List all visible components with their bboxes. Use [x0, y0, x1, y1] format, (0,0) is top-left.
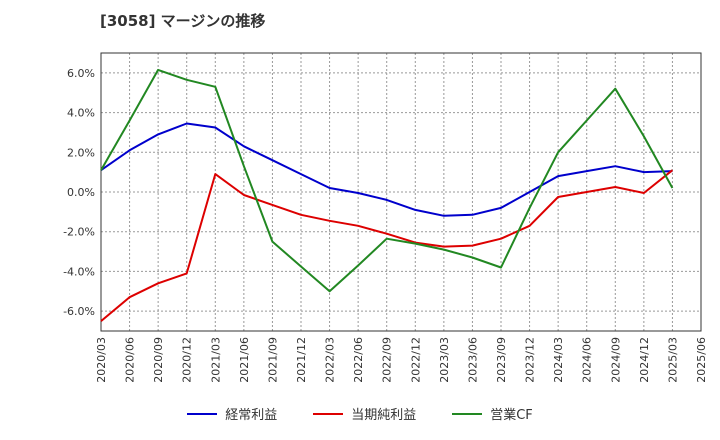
legend-swatch-operating-cf	[452, 412, 483, 415]
x-tick-label: 2023/12	[524, 337, 537, 383]
legend-label-net-profit: 当期純利益	[351, 408, 417, 423]
x-tick-label: 2025/03	[666, 337, 679, 383]
plot-frame	[100, 52, 702, 332]
legend-swatch-net-profit	[313, 412, 344, 415]
y-tick-label: 4.0%	[67, 107, 95, 120]
x-tick-label: 2023/03	[438, 337, 451, 383]
x-tick-label: 2020/12	[181, 337, 194, 383]
y-tick-label: 6.0%	[67, 67, 95, 80]
legend-label-operating-cf: 営業CF	[490, 408, 533, 423]
x-tick-label: 2021/09	[266, 337, 279, 383]
x-tick-label: 2021/06	[238, 337, 251, 383]
legend-item-ordinary-profit: 経常利益	[187, 404, 277, 423]
x-tick-label: 2023/06	[466, 337, 479, 383]
x-tick-label: 2024/12	[638, 337, 651, 383]
y-tick-label: -6.0%	[63, 305, 95, 318]
x-tick-label: 2022/03	[324, 337, 337, 383]
legend-item-operating-cf: 営業CF	[452, 404, 533, 423]
x-tick-label: 2021/03	[209, 337, 222, 383]
legend-swatch-ordinary-profit	[187, 412, 218, 415]
x-tick-label: 2020/03	[95, 337, 108, 383]
series-line-0	[100, 122, 673, 217]
x-tick-label: 2023/09	[495, 337, 508, 383]
x-tick-label: 2022/09	[381, 337, 394, 383]
x-tick-label: 2022/12	[409, 337, 422, 383]
x-tick-label: 2022/06	[352, 337, 365, 383]
x-tick-label: 2024/03	[552, 337, 565, 383]
chart-legend: 経常利益 当期純利益 営業CF	[0, 404, 720, 423]
x-tick-label: 2021/12	[295, 337, 308, 383]
x-tick-label: 2020/09	[152, 337, 165, 383]
x-tick-label: 2024/09	[609, 337, 622, 383]
y-tick-label: -2.0%	[63, 226, 95, 239]
x-tick-label: 2020/06	[124, 337, 137, 383]
series-line-2	[100, 68, 674, 293]
y-tick-label: -4.0%	[63, 265, 95, 278]
x-tick-label: 2024/06	[581, 337, 594, 383]
legend-label-ordinary-profit: 経常利益	[225, 408, 278, 423]
y-tick-label: 0.0%	[67, 186, 95, 199]
chart-title: [3058] マージンの推移	[100, 12, 266, 30]
x-tick-label: 2025/06	[695, 337, 708, 383]
y-tick-label: 2.0%	[67, 146, 95, 159]
series-line-1	[100, 169, 674, 322]
legend-item-net-profit: 当期純利益	[313, 404, 416, 423]
